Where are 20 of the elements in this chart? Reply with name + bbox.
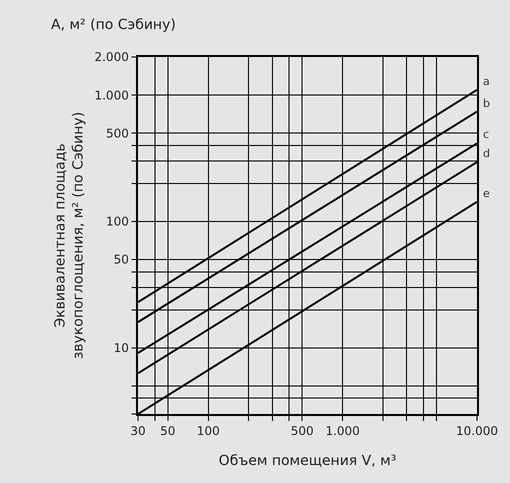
series-label: d xyxy=(483,147,490,160)
x-axis-title: Объем помещения V, м³ xyxy=(218,452,396,469)
x-tick-label: 50 xyxy=(160,424,176,438)
series-label: e xyxy=(483,187,490,200)
chart-title: A, м² (по Сэбину) xyxy=(51,17,176,34)
y-tick-label: 10 xyxy=(114,341,129,356)
x-tick-label: 100 xyxy=(196,424,220,438)
x-tick-label: 500 xyxy=(290,424,314,438)
y-tick-label: 50 xyxy=(114,252,129,267)
series-label: a xyxy=(483,75,490,88)
y-tick-label: 100 xyxy=(106,214,129,229)
y-axis-title: Эквивалентная площадь звукопоглощения, м² (по Сэбину) xyxy=(52,112,87,360)
x-tick-label: 1.000 xyxy=(325,424,360,438)
y-tick-label: 500 xyxy=(106,126,129,140)
y-tick-label: 1.000 xyxy=(94,88,129,102)
x-tick-label: 30 xyxy=(130,424,146,438)
series-label: c xyxy=(483,128,490,141)
x-tick-label: 10.000 xyxy=(456,424,498,438)
y-tick-label: 2.000 xyxy=(94,50,129,64)
series-label: b xyxy=(483,97,490,110)
